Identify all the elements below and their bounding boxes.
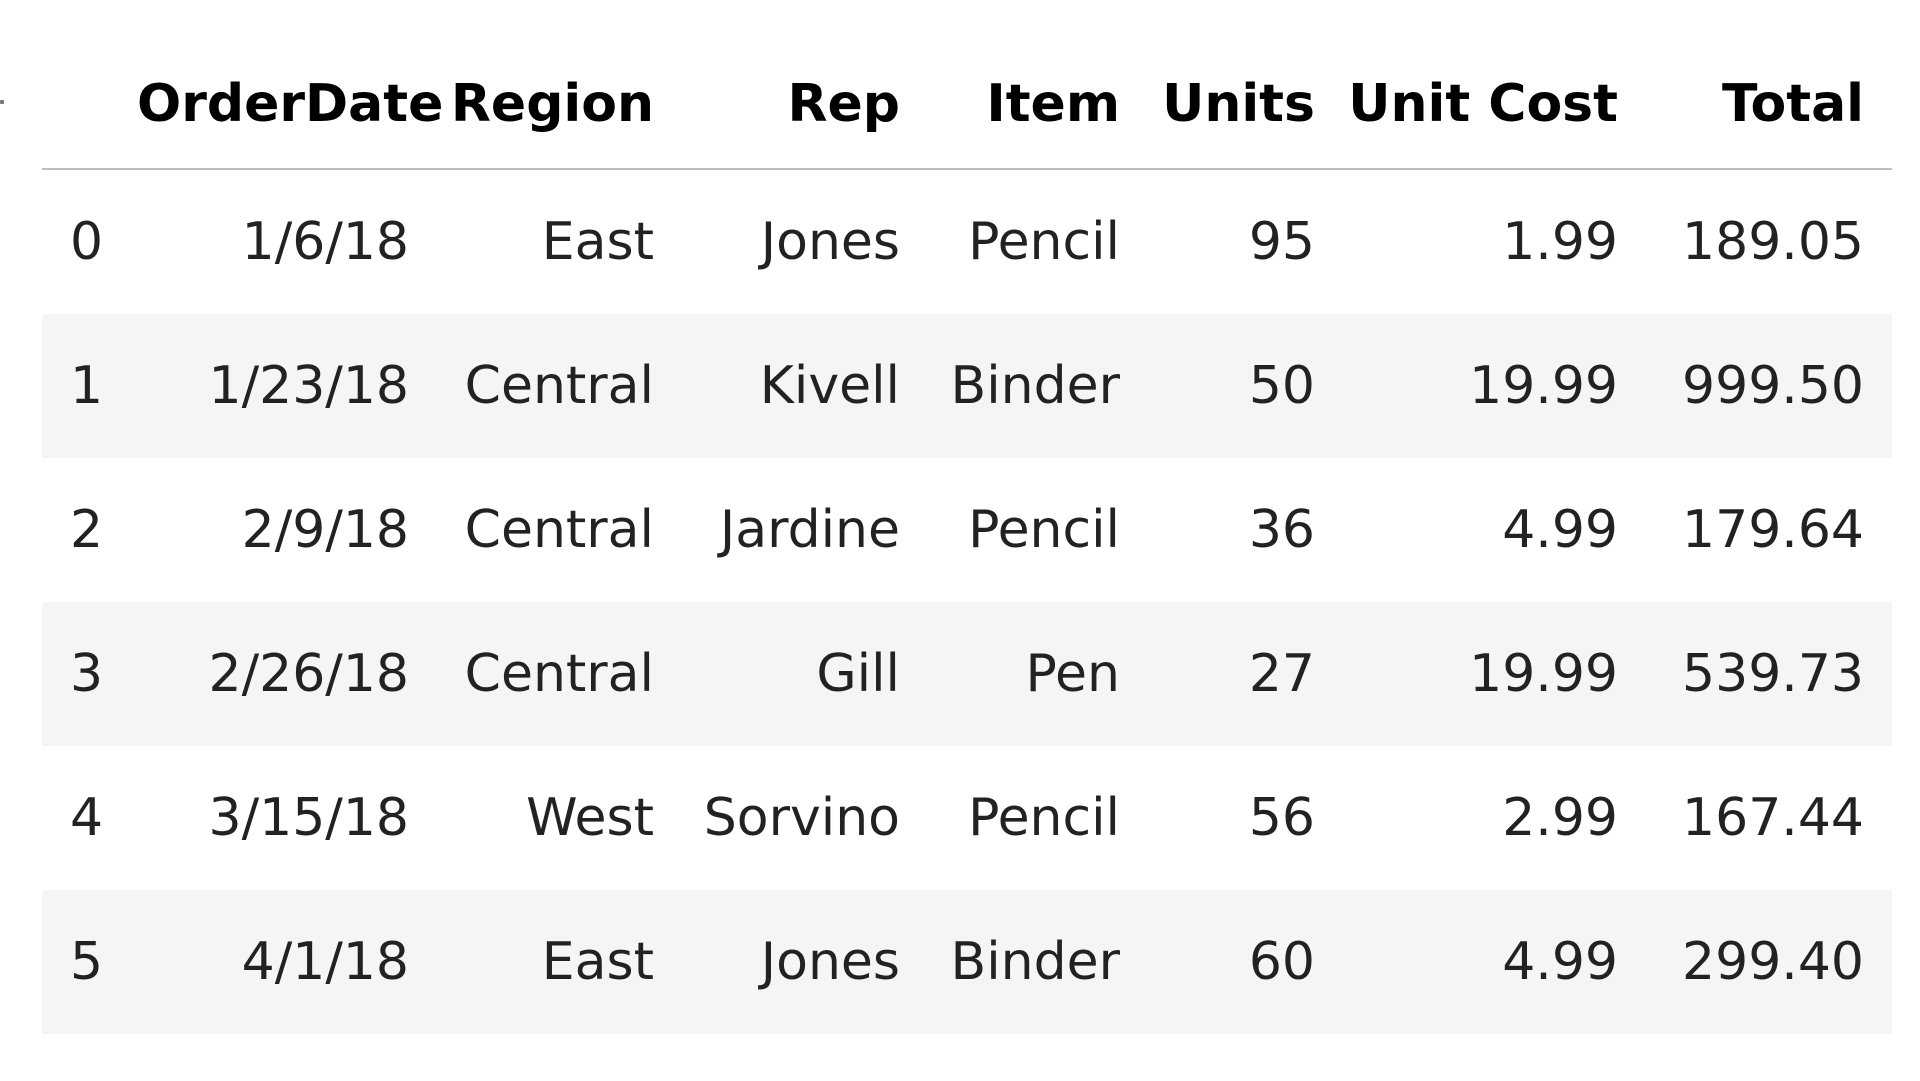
cell-units: 50 — [1248, 356, 1315, 416]
cell-rep: Kivell — [759, 356, 900, 416]
cell-region: West — [526, 788, 654, 848]
cell-orderdate: 1/23/18 — [208, 356, 409, 416]
cell-region: Central — [464, 500, 654, 560]
table-body: 0 1/6/18 East Jones Pencil 95 1.99 189.0… — [42, 169, 1892, 1034]
cell-orderdate: 3/15/18 — [208, 788, 409, 848]
cell-index: 0 — [70, 212, 104, 272]
header-item: Item — [928, 40, 1148, 170]
cell-unit-cost: 4.99 — [1502, 500, 1618, 560]
cell-total: 179.64 — [1682, 500, 1864, 560]
cell-total: 539.73 — [1682, 644, 1864, 704]
header-region: Region — [437, 40, 682, 170]
header-units: Units — [1148, 40, 1343, 170]
cell-units: 95 — [1248, 212, 1315, 272]
cell-rep: Gill — [816, 644, 900, 704]
cell-unit-cost: 1.99 — [1502, 212, 1618, 272]
table-header: OrderDate Region Rep Item Units Unit Cos… — [42, 40, 1892, 170]
cell-index: 2 — [70, 500, 104, 560]
cell-orderdate: 4/1/18 — [241, 932, 409, 992]
left-edge-fragment — [0, 100, 4, 104]
cell-orderdate: 1/6/18 — [241, 212, 409, 272]
cell-region: East — [541, 932, 654, 992]
cell-item: Pen — [1025, 644, 1120, 704]
dataframe-output: OrderDate Region Rep Item Units Unit Cos… — [42, 40, 1892, 1034]
cell-item: Pencil — [968, 212, 1120, 272]
table-row: 4 3/15/18 West Sorvino Pencil 56 2.99 16… — [42, 746, 1892, 890]
cell-rep: Sorvino — [703, 788, 900, 848]
header-index — [42, 40, 137, 170]
cell-item: Pencil — [968, 788, 1120, 848]
cell-total: 999.50 — [1682, 356, 1864, 416]
table-row: 2 2/9/18 Central Jardine Pencil 36 4.99 … — [42, 458, 1892, 602]
header-unit-cost: Unit Cost — [1343, 40, 1646, 170]
cell-total: 299.40 — [1682, 932, 1864, 992]
cell-unit-cost: 19.99 — [1469, 644, 1618, 704]
cell-units: 36 — [1248, 500, 1315, 560]
table-row: 3 2/26/18 Central Gill Pen 27 19.99 539.… — [42, 602, 1892, 746]
table-row: 1 1/23/18 Central Kivell Binder 50 19.99… — [42, 314, 1892, 458]
cell-units: 60 — [1248, 932, 1315, 992]
cell-unit-cost: 19.99 — [1469, 356, 1618, 416]
cell-item: Binder — [950, 356, 1120, 416]
cell-units: 27 — [1248, 644, 1315, 704]
cell-total: 167.44 — [1682, 788, 1864, 848]
table-row: 5 4/1/18 East Jones Binder 60 4.99 299.4… — [42, 890, 1892, 1034]
cell-region: Central — [464, 356, 654, 416]
cell-item: Binder — [950, 932, 1120, 992]
cell-item: Pencil — [968, 500, 1120, 560]
cell-rep: Jones — [760, 212, 900, 272]
cell-rep: Jones — [760, 932, 900, 992]
dataframe-table: OrderDate Region Rep Item Units Unit Cos… — [42, 40, 1892, 1034]
header-orderdate: OrderDate — [137, 40, 443, 170]
cell-index: 5 — [70, 932, 104, 992]
cell-index: 4 — [70, 788, 104, 848]
cell-orderdate: 2/26/18 — [208, 644, 409, 704]
cell-total: 189.05 — [1682, 212, 1864, 272]
cell-index: 3 — [70, 644, 104, 704]
cell-region: Central — [464, 644, 654, 704]
cell-rep: Jardine — [719, 500, 900, 560]
header-rep: Rep — [682, 40, 928, 170]
cell-unit-cost: 2.99 — [1502, 788, 1618, 848]
header-row: OrderDate Region Rep Item Units Unit Cos… — [42, 40, 1892, 170]
cell-region: East — [541, 212, 654, 272]
cell-orderdate: 2/9/18 — [241, 500, 409, 560]
cell-unit-cost: 4.99 — [1502, 932, 1618, 992]
cell-index: 1 — [70, 356, 104, 416]
cell-units: 56 — [1248, 788, 1315, 848]
header-total: Total — [1646, 40, 1892, 170]
table-row: 0 1/6/18 East Jones Pencil 95 1.99 189.0… — [42, 169, 1892, 314]
